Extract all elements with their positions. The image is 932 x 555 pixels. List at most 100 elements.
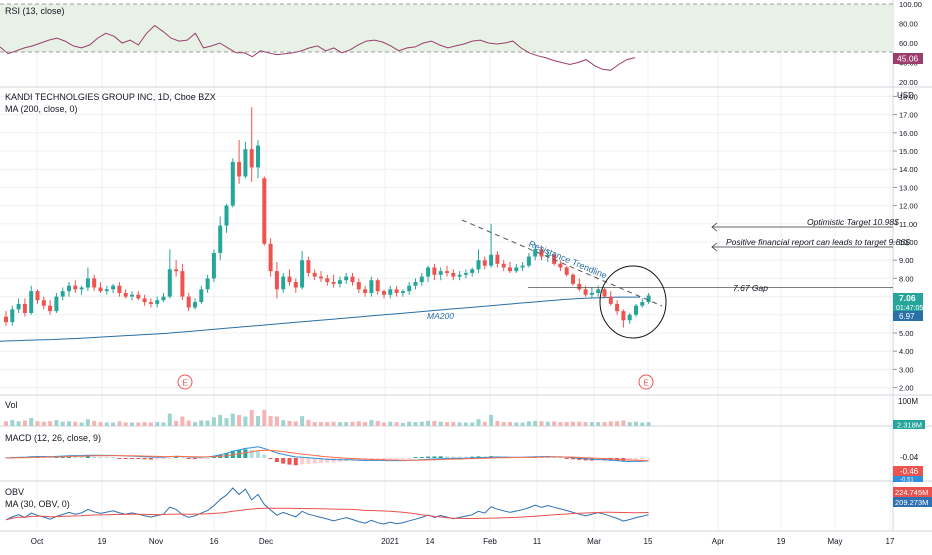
candle: [92, 274, 97, 292]
candle: [60, 287, 65, 301]
volume-bar: [79, 422, 84, 426]
obv-label[interactable]: OBV: [5, 487, 24, 497]
time-tick-label: Mar: [587, 537, 601, 546]
volume-label[interactable]: Vol: [5, 400, 18, 410]
candle-body: [337, 280, 342, 284]
volume-bar: [646, 422, 651, 426]
highlight-circle[interactable]: [599, 265, 667, 339]
obv-ma-label[interactable]: MA (30, OBV, 0): [5, 499, 70, 509]
ma200-line: [0, 296, 640, 342]
candle: [608, 291, 613, 306]
candle: [646, 292, 651, 304]
volume-bar: [533, 420, 538, 426]
volume-bar: [489, 414, 494, 426]
macd-histogram-bar: [419, 457, 424, 458]
volume-bar: [634, 421, 638, 426]
last-price: 7.06: [899, 293, 916, 303]
ma-legend[interactable]: MA (200, close, 0): [5, 104, 78, 114]
volume-bar: [394, 422, 399, 426]
earnings-marker[interactable]: [177, 374, 193, 390]
macd-label[interactable]: MACD (12, 26, close, 9): [5, 433, 101, 443]
candle: [237, 140, 242, 184]
macd-histogram-bar: [640, 458, 645, 460]
candle: [463, 269, 468, 279]
candle: [331, 274, 336, 288]
macd-histogram-bar: [111, 457, 116, 458]
price-tick-label: 3.00: [899, 365, 914, 374]
candle-body: [470, 269, 475, 273]
volume-bar: [111, 422, 116, 426]
macd-histogram-bar: [161, 458, 166, 460]
macd-histogram-bar: [571, 458, 575, 460]
volume-bar: [596, 422, 601, 426]
candle-body: [476, 260, 481, 270]
rsi-label[interactable]: RSI (13, close): [5, 6, 65, 16]
volume-bar: [300, 416, 305, 426]
volume-bar: [54, 420, 59, 426]
volume-bar: [205, 420, 210, 426]
currency-label: USD: [897, 91, 914, 100]
candle-body: [281, 276, 286, 290]
obv-badge: [893, 487, 932, 497]
macd-histogram-bar: [205, 458, 210, 459]
candle: [16, 298, 21, 313]
candle: [167, 249, 172, 299]
price-axis[interactable]: 18.00 17.00 16.00 15.00 14.00 13.00 12.00 11.00…: [893, 92, 918, 393]
earnings-marker[interactable]: [638, 374, 654, 390]
bar-countdown: 01:47:05: [896, 305, 923, 312]
candle: [508, 262, 512, 273]
candle: [356, 278, 361, 293]
rsi-tick-label: 100.00: [899, 0, 922, 9]
gap-label: 7.67 Gap: [733, 283, 768, 293]
macd-histogram-bar: [319, 458, 323, 464]
candle-body: [287, 276, 292, 283]
volume-bar: [445, 422, 449, 426]
candle: [10, 305, 15, 326]
resistance-trendline[interactable]: [461, 219, 663, 307]
volume-bar: [325, 422, 330, 426]
candle: [85, 267, 90, 292]
grid-lines: [0, 0, 893, 531]
price-tick-label: 10.00: [899, 238, 918, 247]
candle: [394, 285, 399, 297]
candle: [426, 265, 431, 283]
symbol-title[interactable]: KANDI TECHNOLGIES GROUP INC, 1D, Cboe BZ…: [5, 92, 216, 102]
candle: [155, 296, 160, 308]
macd-histogram-bar: [463, 456, 468, 458]
volume-bar: [155, 422, 160, 426]
candle-body: [482, 260, 487, 266]
macd-series: [4, 446, 651, 466]
candle: [438, 267, 443, 281]
candle-body: [457, 274, 462, 277]
candle: [161, 292, 166, 303]
candle-body: [167, 269, 172, 297]
candle-body: [627, 314, 632, 321]
price-tick-label: 12.00: [899, 202, 918, 211]
candle: [545, 249, 550, 263]
candle-body: [256, 145, 260, 168]
candle: [501, 260, 506, 272]
candle: [180, 263, 185, 301]
volume-bar: [589, 422, 594, 426]
obv-last-value: 224.745M: [895, 488, 928, 497]
volume-bar: [602, 422, 607, 426]
candle-body: [571, 274, 575, 284]
macd-histogram-bar: [426, 456, 431, 458]
macd-signal-value: -0.46: [900, 467, 919, 476]
candle-body: [615, 303, 620, 312]
volume-bar: [369, 420, 374, 426]
volume-bar: [577, 421, 582, 426]
candle-body: [583, 289, 588, 295]
time-axis[interactable]: Oct 19 Nov 16 Dec 2021 14 Feb 11 Mar 15 Apr 19 May 17: [31, 537, 895, 546]
price-tick-label: 14.00: [899, 165, 918, 174]
volume-bar: [438, 421, 443, 426]
volume-bar: [621, 420, 626, 426]
candle: [193, 298, 197, 310]
target1-label: Optimistic Target 10.98$: [807, 217, 899, 227]
macd-histogram-bar: [306, 458, 311, 464]
macd-histogram-bar: [268, 458, 273, 459]
volume-bar: [148, 422, 153, 426]
candle-body: [142, 298, 147, 303]
